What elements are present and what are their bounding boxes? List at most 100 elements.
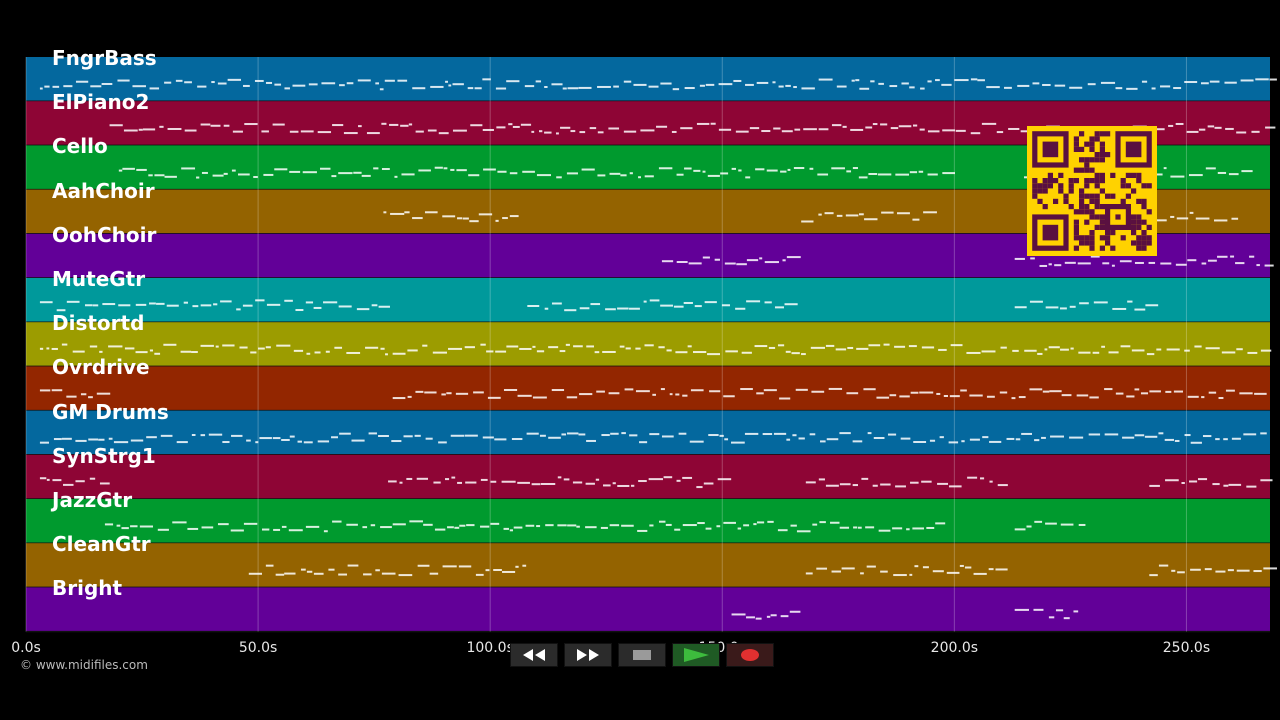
note-mark — [381, 168, 390, 171]
note-mark — [755, 617, 762, 620]
fast-forward-button[interactable] — [564, 643, 612, 667]
note-mark — [164, 81, 172, 84]
note-mark — [867, 432, 872, 435]
record-icon — [741, 649, 759, 661]
note-mark — [1149, 390, 1161, 393]
note-mark — [1263, 567, 1277, 570]
note-mark — [1069, 305, 1076, 308]
note-mark — [970, 78, 978, 81]
note-mark — [781, 130, 793, 133]
note-mark — [66, 300, 80, 303]
note-mark — [450, 434, 465, 437]
note-mark — [676, 479, 681, 482]
note-mark — [857, 526, 862, 529]
note-mark — [596, 390, 605, 393]
note-mark — [676, 261, 688, 264]
note-mark — [895, 485, 906, 488]
note-mark — [1223, 484, 1229, 487]
note-mark — [839, 483, 851, 486]
note-mark — [890, 127, 899, 130]
note-mark — [297, 440, 302, 443]
note-mark — [468, 174, 480, 177]
note-mark — [792, 434, 797, 437]
note-mark — [96, 392, 111, 395]
note-mark — [254, 79, 264, 82]
track-band — [26, 278, 1270, 323]
note-mark — [1160, 262, 1172, 265]
note-mark — [368, 432, 377, 435]
note-mark — [1014, 608, 1029, 611]
note-mark — [215, 345, 219, 348]
note-mark — [63, 483, 74, 486]
rewind-button[interactable] — [510, 643, 558, 667]
note-mark — [1205, 347, 1220, 350]
note-mark — [231, 434, 243, 437]
note-mark — [955, 129, 966, 132]
note-mark — [459, 524, 466, 527]
note-mark — [1158, 564, 1169, 567]
note-mark — [130, 525, 138, 528]
note-mark — [876, 396, 890, 399]
note-mark — [1194, 345, 1202, 348]
note-mark — [865, 126, 873, 129]
stop-button[interactable] — [618, 643, 666, 667]
track-label: Distortd — [52, 311, 145, 336]
track-label: JazzGtr — [52, 488, 133, 512]
note-mark — [172, 521, 187, 524]
note-mark — [1231, 437, 1241, 440]
note-mark — [595, 478, 600, 481]
note-mark — [108, 345, 123, 348]
note-mark — [334, 346, 343, 349]
note-mark — [648, 85, 659, 88]
note-mark — [589, 127, 597, 130]
note-mark — [465, 481, 477, 484]
note-mark — [52, 85, 60, 88]
note-mark — [682, 524, 697, 527]
note-mark — [1217, 255, 1228, 258]
note-mark — [610, 432, 619, 435]
note-mark — [629, 434, 638, 437]
note-mark — [1236, 348, 1243, 351]
note-mark — [416, 477, 429, 480]
note-mark — [480, 525, 490, 528]
note-mark — [909, 573, 913, 576]
note-mark — [966, 351, 981, 354]
note-mark — [841, 567, 855, 570]
note-mark — [370, 524, 376, 527]
note-mark — [243, 84, 250, 87]
note-mark — [586, 345, 594, 348]
note-mark — [1078, 523, 1086, 526]
note-mark — [123, 129, 138, 132]
record-button[interactable] — [726, 643, 774, 667]
note-mark — [1024, 349, 1037, 352]
note-mark — [200, 434, 206, 437]
note-mark — [475, 573, 484, 576]
note-mark — [738, 169, 742, 172]
note-mark — [292, 84, 306, 87]
note-mark — [979, 477, 985, 480]
note-mark — [828, 387, 843, 390]
note-mark — [981, 350, 996, 353]
note-mark — [791, 352, 800, 355]
note-mark — [818, 78, 833, 81]
note-mark — [338, 305, 352, 308]
note-mark — [878, 82, 884, 85]
note-mark — [149, 349, 154, 352]
note-mark — [861, 477, 869, 480]
fast-forward-icon — [577, 649, 599, 661]
note-mark — [873, 437, 885, 440]
note-mark — [259, 437, 272, 440]
note-mark — [75, 439, 87, 442]
note-mark — [927, 130, 940, 133]
note-mark — [148, 174, 153, 177]
note-mark — [1175, 263, 1187, 266]
note-mark — [1045, 306, 1059, 309]
qr-code[interactable] — [1027, 126, 1157, 256]
note-mark — [191, 434, 196, 437]
note-mark — [1059, 307, 1067, 310]
note-mark — [246, 439, 251, 442]
note-mark — [950, 344, 963, 347]
play-button[interactable] — [672, 643, 720, 667]
note-mark — [176, 441, 188, 444]
